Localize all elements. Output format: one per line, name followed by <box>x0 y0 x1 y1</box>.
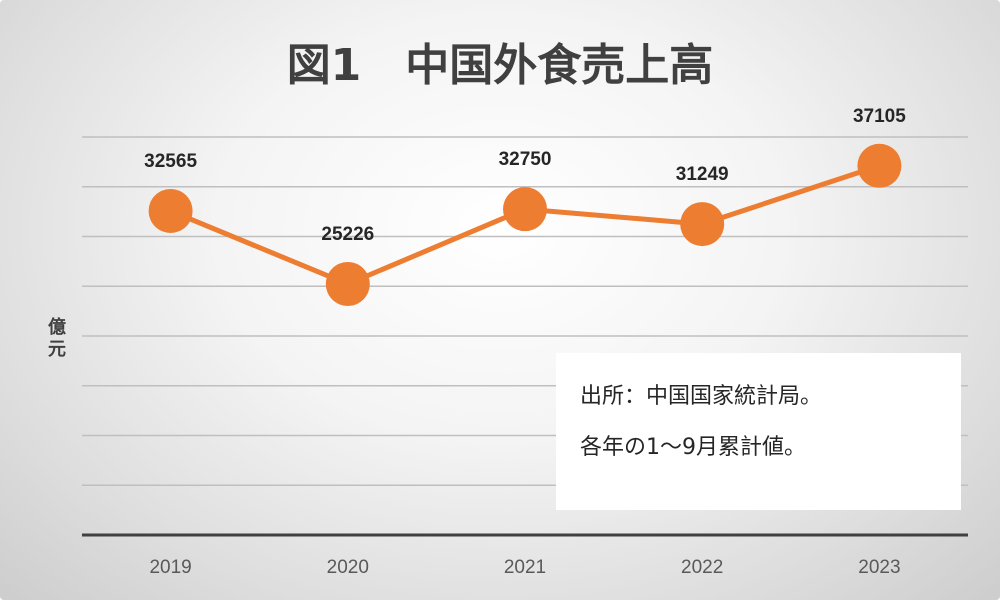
data-label: 32565 <box>144 151 197 172</box>
source-note-box: 出所：中国国家統計局。 各年の1〜9月累計値。 <box>556 353 961 510</box>
x-tick-label: 2022 <box>681 557 723 578</box>
data-label: 32750 <box>499 149 552 170</box>
data-points <box>148 143 902 307</box>
data-point <box>857 143 902 188</box>
x-tick-label: 2019 <box>149 557 191 578</box>
source-note-line-2: 各年の1〜9月累計値。 <box>580 435 806 460</box>
x-tick-label: 2021 <box>504 557 546 578</box>
chart-title: 図1 中国外食売上高 <box>287 40 714 91</box>
x-tick-label: 2023 <box>858 557 900 578</box>
y-axis-label-char: 元 <box>48 339 66 360</box>
source-note-line-1: 出所：中国国家統計局。 <box>580 384 823 409</box>
data-label: 31249 <box>676 164 729 185</box>
data-label: 25226 <box>321 224 374 245</box>
data-point <box>325 262 370 307</box>
y-axis-label-char: 億 <box>48 316 66 338</box>
data-point <box>148 188 193 233</box>
data-label: 37105 <box>853 106 906 127</box>
x-tick-label: 2020 <box>327 557 369 578</box>
data-point <box>680 202 725 247</box>
data-point <box>503 187 547 232</box>
x-axis: 2019 2020 2021 2022 2023 <box>82 533 968 578</box>
data-labels: 32565 25226 32750 31249 37105 <box>144 106 906 245</box>
y-axis-label: 億元 <box>48 316 66 360</box>
